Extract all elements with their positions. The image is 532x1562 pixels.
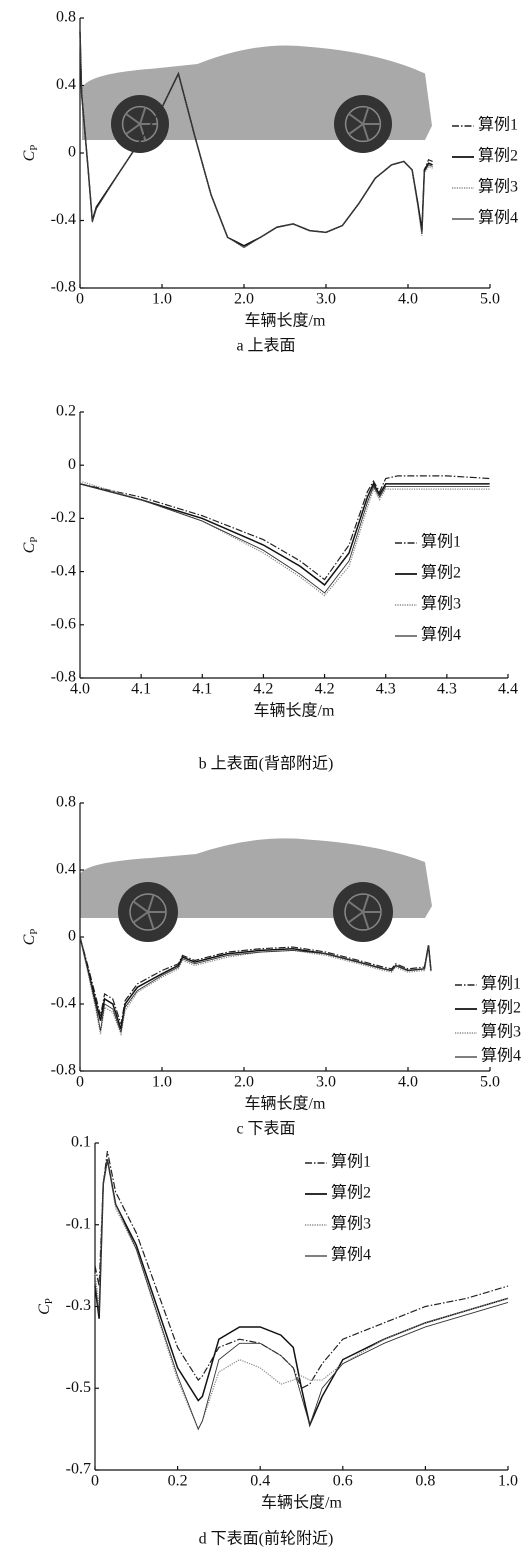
x-tick-label: 1.0 [152, 291, 172, 308]
x-tick-label: 1.0 [498, 1473, 518, 1490]
legend-label: 算例1 [331, 1152, 371, 1171]
x-tick-label: 4.3 [437, 681, 457, 698]
legend-label: 算例3 [331, 1214, 371, 1233]
x-tick-label: 4.4 [498, 681, 518, 698]
caption: a 上表面 [236, 337, 295, 355]
x-tick-label: 1.0 [152, 1074, 172, 1091]
y-axis-label-sub: P [28, 537, 40, 543]
legend-label: 算例3 [481, 1022, 521, 1041]
y-tick-label: -0.5 [66, 1379, 91, 1396]
x-axis-label: 车辆长度/m [254, 702, 335, 720]
x-tick-label: 4.3 [376, 681, 396, 698]
x-tick-label: 4.0 [70, 681, 90, 698]
figure: -0.8-0.400.40.801.02.03.04.05.0车辆长度/mCPa… [0, 0, 532, 1562]
y-tick-label: 0.8 [56, 9, 76, 26]
x-tick-label: 4.0 [398, 291, 418, 308]
y-tick-label: 0.4 [56, 861, 76, 878]
x-tick-label: 0 [76, 291, 84, 308]
x-tick-label: 0.8 [415, 1473, 435, 1490]
legend-label: 算例1 [478, 115, 518, 134]
x-tick-label: 0 [76, 1074, 84, 1091]
legend-label: 算例1 [421, 532, 461, 551]
y-tick-label: -0.4 [51, 995, 76, 1012]
y-tick-label: 0.2 [56, 403, 76, 420]
series-line [95, 1159, 508, 1425]
x-axis-label: 车辆长度/m [245, 312, 326, 330]
y-tick-label: 0 [68, 928, 76, 945]
y-tick-label: -0.6 [51, 615, 76, 632]
caption: c 下表面 [236, 1120, 295, 1138]
y-tick-label: -0.1 [66, 1215, 91, 1232]
legend-label: 算例1 [481, 974, 521, 993]
x-tick-label: 0.2 [168, 1473, 188, 1490]
x-tick-label: 0.4 [250, 1473, 270, 1490]
legend-label: 算例3 [478, 177, 518, 196]
y-axis-label-main: C [36, 1304, 53, 1315]
legend-label: 算例2 [478, 146, 518, 165]
x-tick-label: 4.2 [315, 681, 335, 698]
y-axis-label-main: C [21, 934, 38, 945]
y-axis-label-sub: P [28, 929, 40, 935]
x-tick-label: 5.0 [480, 291, 500, 308]
y-tick-label: 0 [68, 144, 76, 161]
legend-label: 算例2 [481, 998, 521, 1017]
legend-label: 算例4 [478, 208, 518, 227]
y-axis-label: CP [36, 1298, 55, 1315]
y-tick-label: 0 [68, 456, 76, 473]
series-line [80, 937, 431, 1024]
y-tick-label: 0.4 [56, 76, 76, 93]
y-axis-label: CP [21, 537, 40, 554]
x-tick-label: 2.0 [234, 1074, 254, 1091]
y-tick-label: 0.1 [71, 1134, 91, 1151]
legend-label: 算例2 [421, 563, 461, 582]
x-tick-label: 4.2 [253, 681, 273, 698]
caption: d 下表面(前轮附近) [199, 1530, 334, 1548]
x-tick-label: 4.0 [398, 1074, 418, 1091]
series-line [80, 937, 431, 1029]
page: -0.8-0.400.40.801.02.03.04.05.0车辆长度/mCPa… [0, 0, 532, 1562]
x-tick-label: 4.1 [192, 681, 212, 698]
y-axis-label-sub: P [28, 145, 40, 151]
y-axis-label-main: C [21, 542, 38, 553]
y-axis-label: CP [21, 145, 40, 162]
y-tick-label: 0.8 [56, 794, 76, 811]
series-line [95, 1151, 508, 1388]
y-tick-label: -0.4 [51, 562, 76, 579]
x-axis-label: 车辆长度/m [261, 1494, 342, 1512]
y-tick-label: -0.3 [66, 1297, 91, 1314]
y-tick-label: -0.2 [51, 509, 76, 526]
y-axis-label-main: C [21, 150, 38, 161]
y-tick-label: -0.8 [51, 1062, 76, 1079]
y-tick-label: -0.8 [51, 279, 76, 296]
x-axis-label: 车辆长度/m [245, 1095, 326, 1113]
caption: b 上表面(背部附近) [199, 755, 334, 773]
x-tick-label: 3.0 [316, 291, 336, 308]
y-tick-label: -0.4 [51, 211, 76, 228]
legend-label: 算例4 [331, 1245, 371, 1264]
legend-label: 算例4 [481, 1046, 521, 1065]
y-tick-label: -0.7 [66, 1461, 91, 1478]
x-tick-label: 0 [91, 1473, 99, 1490]
x-tick-label: 3.0 [316, 1074, 336, 1091]
legend-label: 算例4 [421, 625, 461, 644]
x-tick-label: 4.1 [131, 681, 151, 698]
y-axis-label: CP [21, 929, 40, 946]
x-tick-label: 5.0 [480, 1074, 500, 1091]
x-tick-label: 2.0 [234, 291, 254, 308]
x-tick-label: 0.6 [333, 1473, 353, 1490]
legend-label: 算例3 [421, 594, 461, 613]
legend-label: 算例2 [331, 1183, 371, 1202]
y-axis-label-sub: P [43, 1298, 55, 1304]
